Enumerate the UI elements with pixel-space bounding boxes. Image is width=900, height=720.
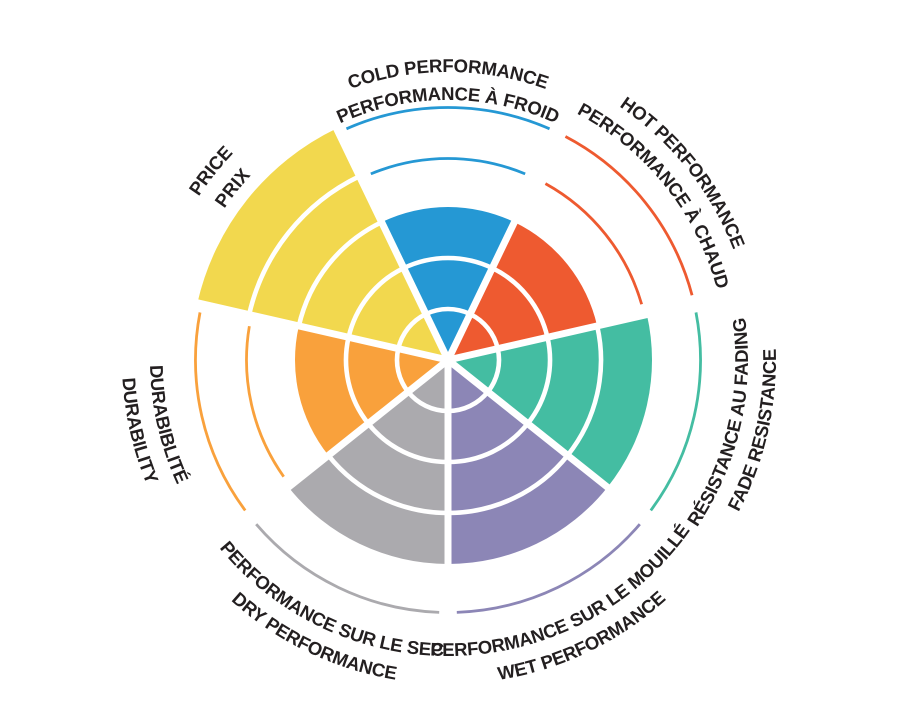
label-hot-performance-line1: HOT PERFORMANCE	[617, 92, 749, 251]
sector-gap-spoke	[329, 118, 452, 362]
sector-gap-spoke	[445, 357, 659, 529]
guide-arc-durability-level-5	[194, 312, 247, 512]
guide-arc-cold-performance-level-4	[370, 157, 526, 176]
ring-divider-hot-performance-level-2	[491, 266, 550, 338]
ring-divider-cold-performance-level-2	[402, 255, 494, 271]
ring-divider-wet-performance-level-1	[447, 390, 490, 414]
sector-gap-spoke	[237, 357, 451, 529]
sector-cold-performance	[381, 207, 515, 360]
guide-arc-dry-performance-level-5	[255, 523, 440, 614]
ring-divider-price-level-3	[296, 220, 383, 327]
guide-arc-hot-performance-level-5	[564, 135, 694, 296]
ring-divider-hot-performance-level-1	[469, 311, 500, 350]
guide-arc-durability-level-4	[245, 325, 285, 478]
label-text-hot-performance-line1: HOT PERFORMANCE	[617, 92, 750, 251]
ring-divider-price-level-4	[246, 174, 361, 316]
sector-price	[197, 128, 448, 360]
ring-divider-dry-performance-level-3	[326, 453, 449, 516]
ring-divider-durability-level-2	[343, 336, 371, 426]
ring-divider-wet-performance-level-3	[447, 453, 570, 516]
ring-divider-fade-resistance-level-2	[525, 336, 553, 426]
sector-wet-performance	[448, 360, 608, 564]
ring-divider-price-level-1	[396, 311, 427, 350]
ring-divider-durability-level-1	[394, 348, 410, 394]
sector-durability	[295, 325, 448, 456]
ring-divider-wet-performance-level-2	[447, 422, 530, 465]
ring-divider-fade-resistance-level-3	[565, 325, 604, 457]
ring-divider-price-level-2	[346, 266, 405, 338]
ring-divider-dry-performance-level-1	[406, 390, 449, 414]
sector-gap-spoke	[187, 297, 449, 364]
sector-dry-performance	[288, 360, 448, 564]
sector-gap-spoke	[444, 118, 567, 362]
guide-arc-wet-performance-level-5	[456, 523, 641, 614]
center-hub	[442, 354, 454, 366]
guide-arc-cold-performance-level-5	[345, 106, 551, 131]
ring-divider-fade-resistance-level-1	[486, 348, 502, 394]
ring-divider-cold-performance-level-1	[424, 306, 472, 317]
ring-divider-dry-performance-level-2	[366, 422, 449, 465]
guide-arc-hot-performance-level-4	[544, 182, 643, 305]
guide-arc-fade-resistance-level-5	[649, 312, 702, 512]
sector-gap-spoke	[447, 297, 709, 364]
